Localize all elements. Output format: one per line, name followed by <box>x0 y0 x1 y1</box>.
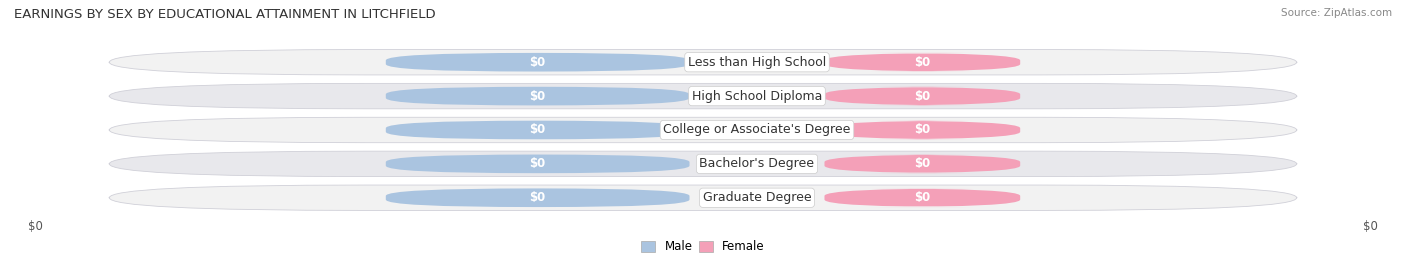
FancyBboxPatch shape <box>385 155 689 173</box>
Text: $0: $0 <box>914 191 931 204</box>
Text: High School Diploma: High School Diploma <box>692 90 823 103</box>
FancyBboxPatch shape <box>110 83 1296 109</box>
Text: Source: ZipAtlas.com: Source: ZipAtlas.com <box>1281 8 1392 18</box>
Text: $0: $0 <box>530 56 546 69</box>
FancyBboxPatch shape <box>824 155 1021 173</box>
FancyBboxPatch shape <box>824 188 1021 207</box>
FancyBboxPatch shape <box>110 151 1296 177</box>
Legend: Male, Female: Male, Female <box>641 240 765 253</box>
Text: $0: $0 <box>914 124 931 136</box>
FancyBboxPatch shape <box>824 121 1021 139</box>
Text: $0: $0 <box>530 157 546 170</box>
Text: $0: $0 <box>1362 220 1378 233</box>
Text: $0: $0 <box>530 191 546 204</box>
Text: Less than High School: Less than High School <box>688 56 827 69</box>
FancyBboxPatch shape <box>110 185 1296 210</box>
Text: $0: $0 <box>914 56 931 69</box>
FancyBboxPatch shape <box>110 50 1296 75</box>
Text: $0: $0 <box>530 90 546 103</box>
FancyBboxPatch shape <box>385 87 689 105</box>
Text: College or Associate's Degree: College or Associate's Degree <box>664 124 851 136</box>
Text: $0: $0 <box>914 90 931 103</box>
Text: $0: $0 <box>530 124 546 136</box>
Text: Bachelor's Degree: Bachelor's Degree <box>700 157 814 170</box>
Text: $0: $0 <box>914 157 931 170</box>
FancyBboxPatch shape <box>824 53 1021 72</box>
FancyBboxPatch shape <box>110 117 1296 143</box>
Text: EARNINGS BY SEX BY EDUCATIONAL ATTAINMENT IN LITCHFIELD: EARNINGS BY SEX BY EDUCATIONAL ATTAINMEN… <box>14 8 436 21</box>
Text: Graduate Degree: Graduate Degree <box>703 191 811 204</box>
FancyBboxPatch shape <box>385 188 689 207</box>
FancyBboxPatch shape <box>385 121 689 139</box>
Text: $0: $0 <box>28 220 44 233</box>
FancyBboxPatch shape <box>824 87 1021 105</box>
FancyBboxPatch shape <box>385 53 689 72</box>
